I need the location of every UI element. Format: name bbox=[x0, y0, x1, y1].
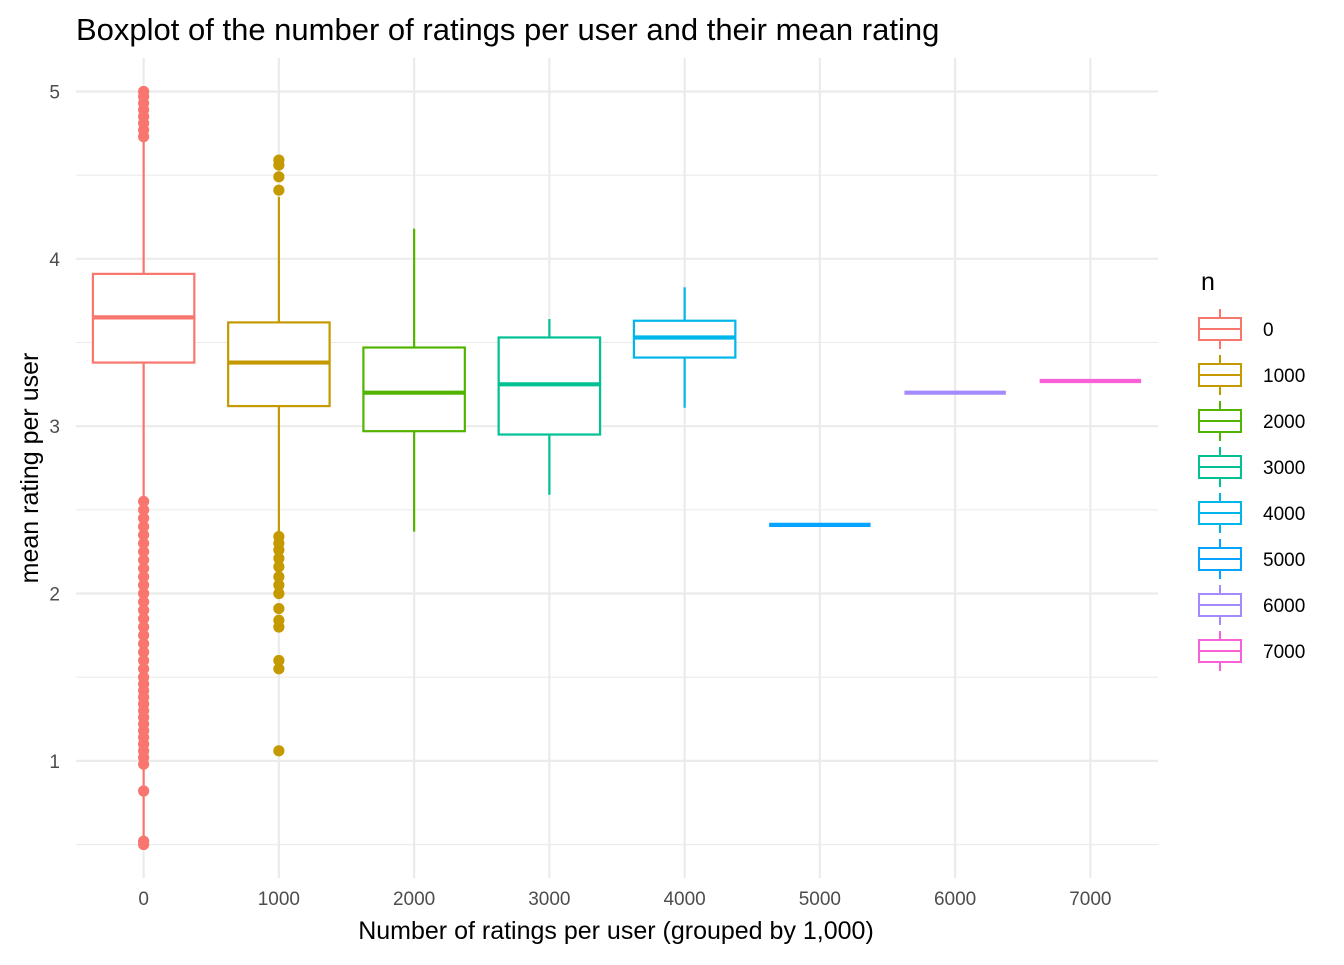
outlier-point bbox=[273, 561, 285, 573]
outlier-point bbox=[138, 835, 150, 847]
x-tick-label: 3000 bbox=[528, 889, 570, 910]
outlier-point bbox=[273, 602, 285, 615]
outlier-point bbox=[138, 663, 150, 675]
outlier-point bbox=[273, 745, 285, 757]
y-axis: 1 2 3 4 5 bbox=[49, 82, 60, 772]
box bbox=[362, 346, 466, 433]
legend-item-7000: 7000 bbox=[1198, 631, 1305, 671]
outlier-point bbox=[273, 552, 285, 564]
outlier-point bbox=[138, 613, 150, 625]
outlier-point bbox=[273, 663, 285, 675]
outlier-point bbox=[138, 495, 150, 508]
box-group-4000 bbox=[632, 287, 737, 408]
outlier-point bbox=[138, 621, 150, 633]
legend-item-4000: 4000 bbox=[1198, 493, 1305, 533]
outlier-point bbox=[138, 587, 150, 600]
y-tick-label: 4 bbox=[49, 250, 60, 271]
box-group-3000 bbox=[497, 319, 602, 495]
outlier-point bbox=[273, 587, 285, 600]
legend-label: 0 bbox=[1263, 320, 1274, 341]
outlier-point bbox=[138, 562, 150, 575]
legend-item-6000: 6000 bbox=[1198, 585, 1305, 625]
x-tick-label: 7000 bbox=[1069, 889, 1111, 910]
outlier-point bbox=[138, 554, 150, 566]
outlier-point bbox=[138, 604, 150, 616]
plot-area bbox=[91, 85, 1142, 851]
legend-item-1000: 1000 bbox=[1198, 355, 1305, 395]
outlier-point bbox=[138, 654, 150, 667]
outlier-point bbox=[138, 520, 150, 533]
x-tick-label: 1000 bbox=[258, 889, 300, 910]
x-axis: 0 1000 2000 3000 4000 5000 6000 7000 bbox=[138, 889, 1111, 910]
legend-item-3000: 3000 bbox=[1198, 447, 1305, 487]
outlier-point bbox=[138, 579, 150, 591]
legend-title: n bbox=[1201, 268, 1215, 296]
outlier-point bbox=[273, 184, 285, 196]
outlier-point bbox=[138, 537, 150, 549]
legend-label: 7000 bbox=[1263, 642, 1305, 663]
outlier-point bbox=[138, 546, 150, 558]
outlier-point bbox=[138, 571, 150, 583]
box-group-0 bbox=[91, 85, 196, 851]
legend-label: 1000 bbox=[1263, 366, 1305, 387]
outlier-point bbox=[138, 646, 150, 658]
x-tick-label: 2000 bbox=[393, 889, 435, 910]
outlier-point bbox=[138, 504, 150, 516]
outlier-point bbox=[138, 785, 150, 797]
outlier-point bbox=[273, 614, 285, 626]
outlier-point bbox=[273, 579, 285, 591]
legend: n 0 1000 2000 3000 4000 5000 6000 7000 bbox=[1198, 268, 1305, 671]
y-tick-label: 3 bbox=[49, 417, 60, 438]
outlier-point bbox=[138, 529, 150, 541]
y-tick-label: 5 bbox=[49, 82, 60, 103]
x-tick-label: 5000 bbox=[799, 889, 841, 910]
outlier-point bbox=[273, 654, 285, 667]
outlier-point bbox=[138, 596, 150, 608]
legend-label: 4000 bbox=[1263, 504, 1305, 525]
y-axis-title: mean rating per user bbox=[16, 353, 44, 584]
legend-label: 6000 bbox=[1263, 596, 1305, 617]
outlier-point bbox=[138, 671, 150, 683]
outlier-point bbox=[273, 531, 285, 543]
chart-title: Boxplot of the number of ratings per use… bbox=[76, 12, 939, 47]
outlier-point bbox=[138, 85, 150, 98]
outlier-point bbox=[138, 629, 150, 641]
legend-item-2000: 2000 bbox=[1198, 401, 1305, 441]
box-group-2000 bbox=[362, 228, 466, 532]
outlier-point bbox=[138, 512, 150, 524]
x-tick-label: 4000 bbox=[663, 889, 705, 910]
x-axis-title: Number of ratings per user (grouped by 1… bbox=[358, 917, 874, 945]
y-tick-label: 2 bbox=[49, 585, 60, 606]
legend-label: 3000 bbox=[1263, 458, 1305, 479]
box-group-1000 bbox=[227, 154, 331, 757]
legend-label: 5000 bbox=[1263, 550, 1305, 571]
legend-label: 2000 bbox=[1263, 412, 1305, 433]
legend-item-5000: 5000 bbox=[1198, 539, 1305, 579]
outlier-point bbox=[138, 638, 150, 650]
grid-lines bbox=[76, 58, 1158, 878]
x-tick-label: 6000 bbox=[934, 889, 976, 910]
x-tick-label: 0 bbox=[138, 889, 149, 910]
outlier-point bbox=[273, 154, 285, 166]
legend-item-0: 0 bbox=[1198, 309, 1274, 349]
outlier-point bbox=[273, 171, 285, 183]
y-tick-label: 1 bbox=[49, 752, 60, 773]
outlier-point bbox=[273, 571, 285, 583]
